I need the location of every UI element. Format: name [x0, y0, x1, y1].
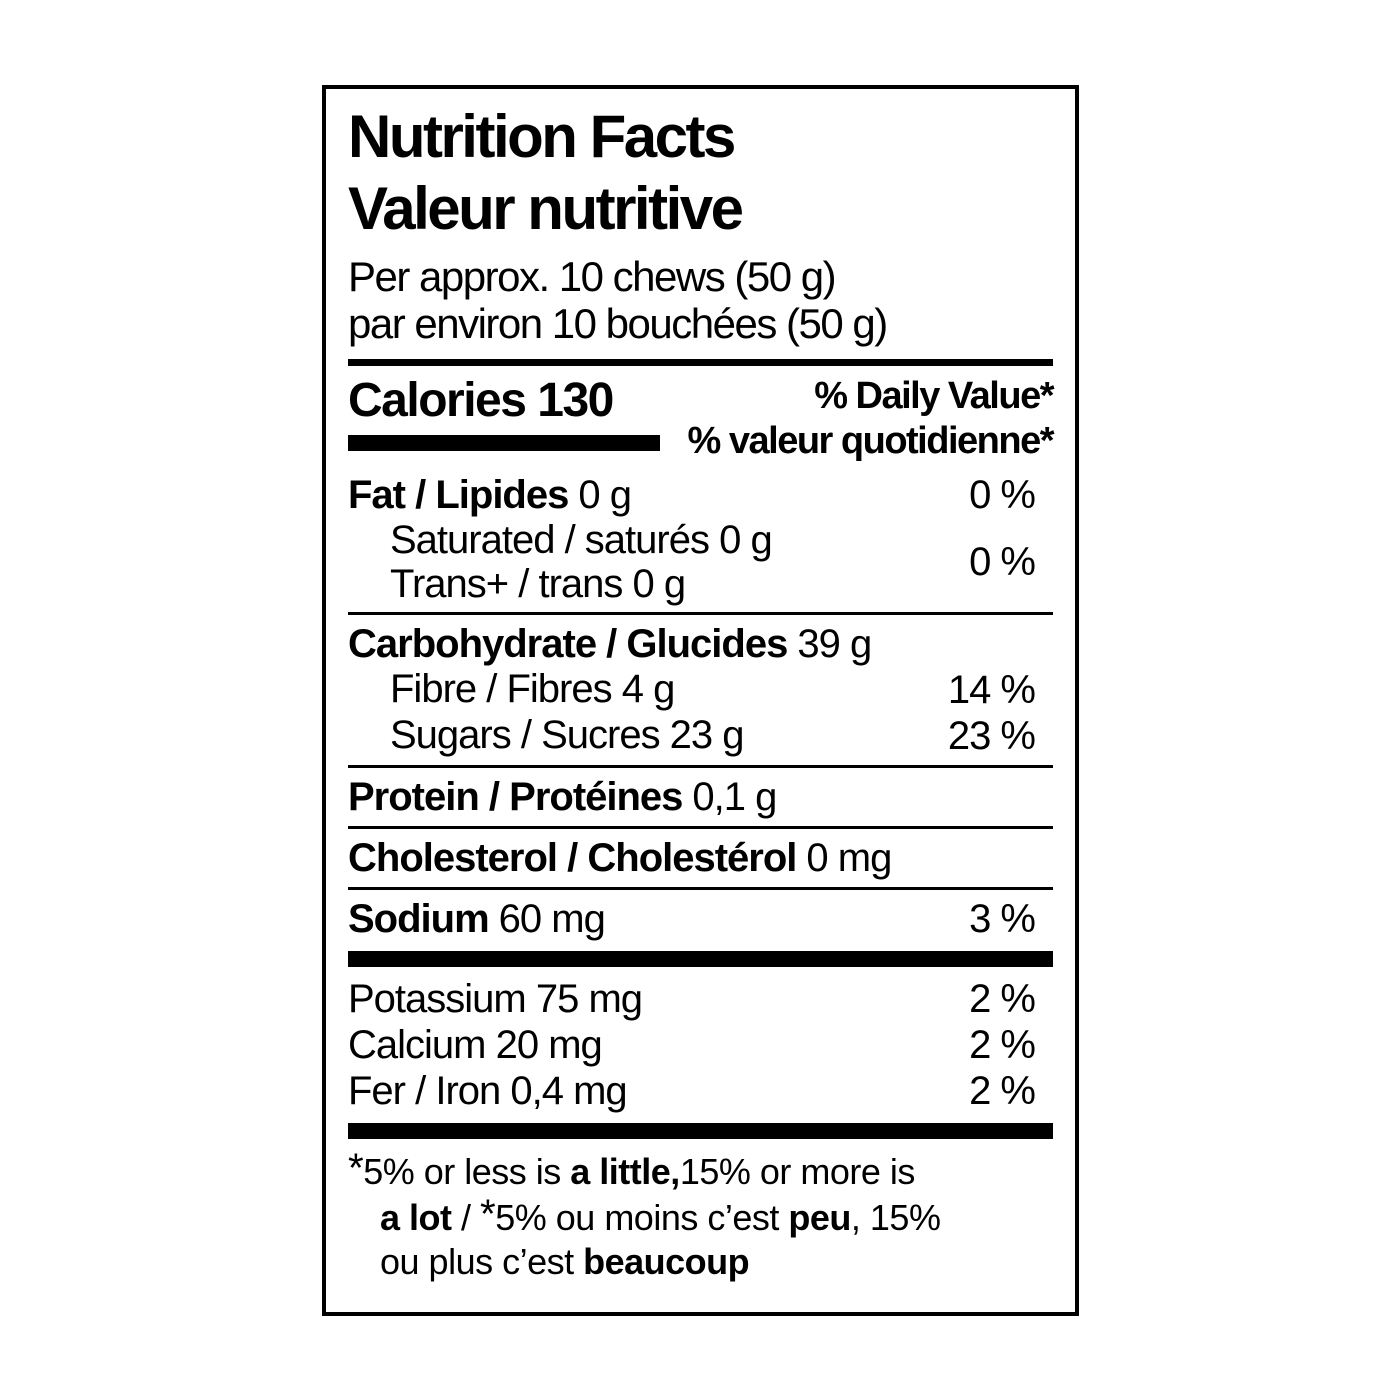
row-potassium-name: Potassium 75 mg — [348, 977, 643, 1021]
divider-thin — [348, 887, 1053, 890]
row-cholesterol: Cholesterol / Cholestérol 0 mg — [348, 835, 1053, 881]
row-iron-dv: 2 % — [969, 1069, 1036, 1113]
row-sodium-name: Sodium 60 mg — [348, 897, 606, 941]
footnote-line-3: ou plus c’est beaucoup — [380, 1241, 750, 1282]
divider-thin — [348, 765, 1053, 768]
row-calcium-dv: 2 % — [969, 1023, 1036, 1067]
title-en: Nutrition Facts — [348, 103, 736, 170]
daily-value-header: % Daily Value* % valeur quotidienne* — [687, 374, 1055, 464]
row-saturated-name: Saturated / saturés 0 g — [390, 518, 773, 562]
footnote: *5% or less is a little,15% or more is a… — [348, 1144, 1053, 1284]
divider-thin — [348, 826, 1053, 829]
row-carbohydrate-name: Carbohydrate / Glucides 39 g — [348, 622, 872, 666]
title-fr: Valeur nutritive — [348, 175, 744, 242]
divider-thick — [348, 951, 1053, 967]
row-cholesterol-name: Cholesterol / Cholestérol 0 mg — [348, 836, 892, 880]
serving-size-en: Per approx. 10 chews (50 g) — [348, 253, 837, 300]
calories-block: Calories 130 — [348, 374, 660, 451]
row-fat-dv: 0 % — [969, 473, 1036, 517]
divider-thick — [348, 1123, 1053, 1139]
divider-medium — [348, 359, 1053, 366]
row-iron-name: Fer / Iron 0,4 mg — [348, 1069, 628, 1113]
calories-underline-bar — [348, 435, 660, 451]
row-iron: Fer / Iron 0,4 mg 2 % — [348, 1068, 1053, 1114]
footnote-line-1: *5% or less is a little,15% or more is — [348, 1144, 915, 1192]
asterisk: * — [348, 1144, 364, 1191]
divider-thin — [348, 612, 1053, 615]
row-fat-name: Fat / Lipides 0 g — [348, 473, 632, 517]
daily-value-header-en: % Daily Value* — [814, 375, 1054, 417]
serving-size-fr: par environ 10 bouchées (50 g) — [348, 300, 888, 347]
row-trans-name: Trans+ / trans 0 g — [390, 562, 686, 606]
row-fibre-name: Fibre / Fibres 4 g — [390, 667, 675, 711]
row-potassium: Potassium 75 mg 2 % — [348, 976, 1053, 1022]
row-sugars-name: Sugars / Sucres 23 g — [390, 713, 745, 757]
calories-value: Calories 130 — [348, 374, 614, 427]
row-sugars-dv: 23 % — [947, 714, 1036, 758]
row-fat: Fat / Lipides 0 g 0 % — [348, 472, 1053, 518]
asterisk: * — [480, 1190, 496, 1237]
row-sodium-dv: 3 % — [969, 897, 1036, 941]
row-protein-name: Protein / Protéines 0,1 g — [348, 775, 777, 819]
row-calcium: Calcium 20 mg 2 % — [348, 1022, 1053, 1068]
nutrition-facts-label: Nutrition Facts Valeur nutritive Per app… — [322, 85, 1079, 1316]
row-saturated-trans-dv: 0 % — [969, 540, 1036, 584]
row-potassium-dv: 2 % — [969, 977, 1036, 1021]
row-carbohydrate: Carbohydrate / Glucides 39 g — [348, 621, 1053, 667]
row-calcium-name: Calcium 20 mg — [348, 1023, 603, 1067]
row-fibre: Fibre / Fibres 4 g 14 % — [348, 667, 1053, 713]
row-sugars: Sugars / Sucres 23 g 23 % — [348, 713, 1053, 759]
footnote-line-2: a lot / *5% ou moins c’est peu, 15% — [380, 1190, 941, 1238]
row-sodium: Sodium 60 mg 3 % — [348, 896, 1053, 942]
row-protein: Protein / Protéines 0,1 g — [348, 774, 1053, 820]
row-fibre-dv: 14 % — [947, 668, 1036, 712]
calories-row: Calories 130 % Daily Value* % valeur quo… — [348, 374, 1055, 464]
daily-value-header-fr: % valeur quotidienne* — [687, 420, 1055, 462]
row-saturated-trans: Saturated / saturés 0 g Trans+ / trans 0… — [348, 518, 1053, 606]
saturated-trans-names: Saturated / saturés 0 g Trans+ / trans 0… — [348, 518, 773, 606]
